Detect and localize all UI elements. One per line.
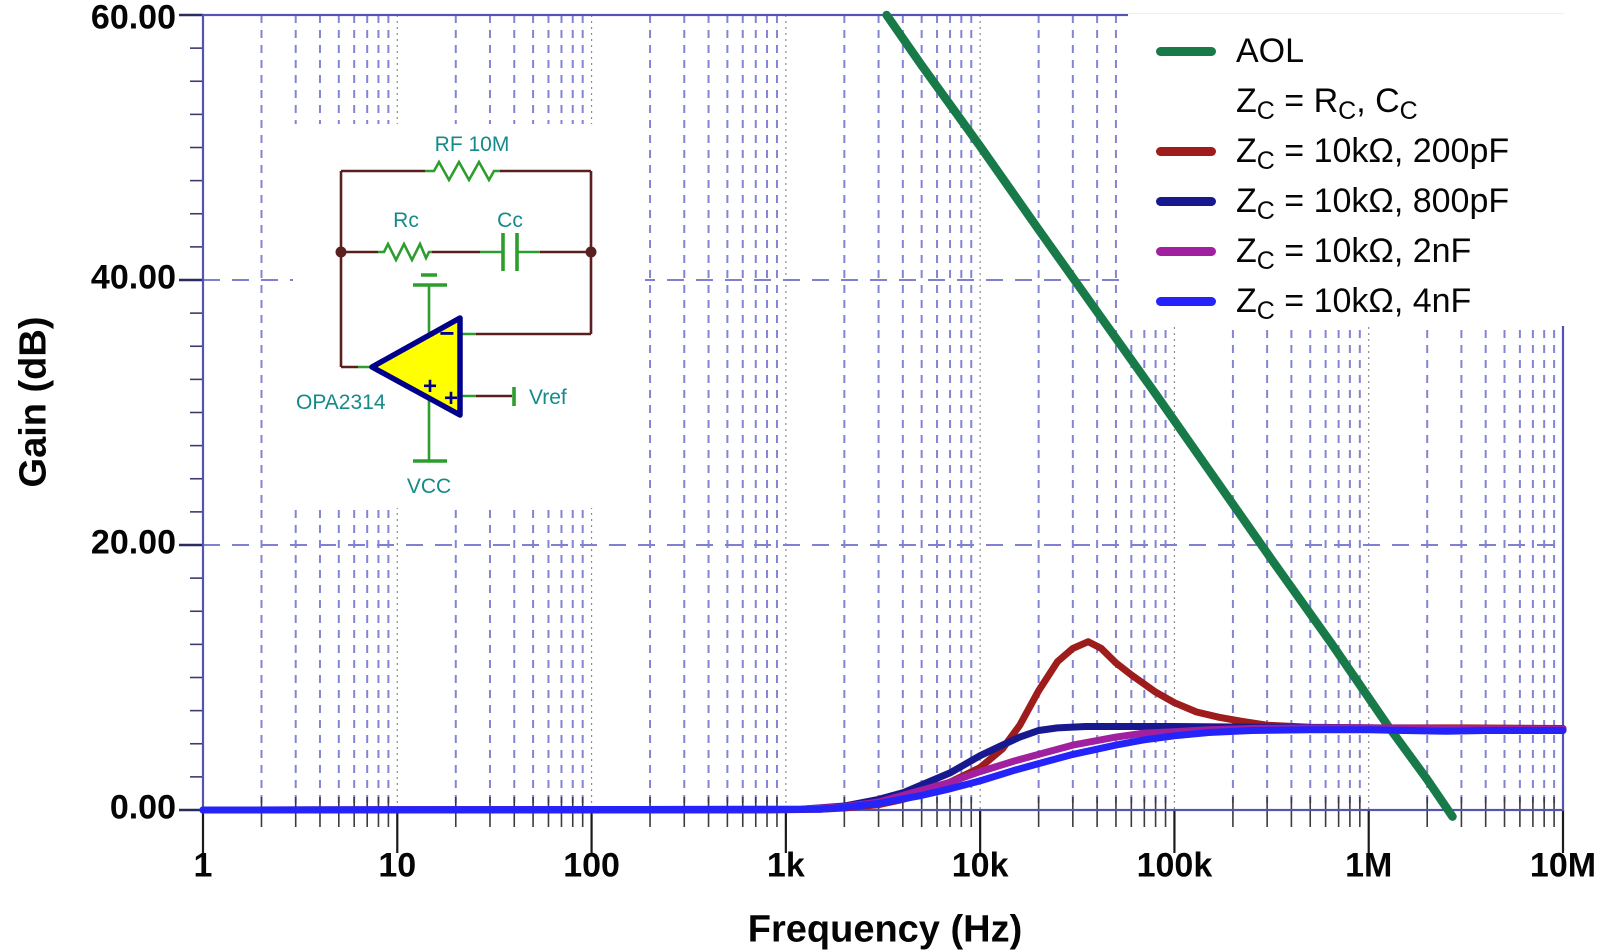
legend-label: ZC = 10kΩ, 200pF xyxy=(1236,131,1510,175)
legend-swatch xyxy=(1156,46,1216,56)
legend-item: ZC = 10kΩ, 200pF xyxy=(1128,126,1600,176)
resistor-rc xyxy=(378,240,432,263)
label-opamp: OPA2314 xyxy=(296,391,386,414)
opamp-noninverting-mark: + xyxy=(423,373,437,400)
legend-label: ZC = RC, CC xyxy=(1236,81,1418,125)
node-dot-right xyxy=(585,246,597,258)
legend-swatch xyxy=(1156,296,1216,306)
legend-swatch xyxy=(1156,146,1216,156)
legend-item: AOL xyxy=(1128,26,1600,76)
supply-symbol xyxy=(413,273,447,287)
legend: AOL ZC = RC, CC ZC = 10kΩ, 200pF ZC = 10kΩ,… xyxy=(1128,14,1600,326)
legend-item: ZC = 10kΩ, 800pF xyxy=(1128,176,1600,226)
opamp-output-plus-mark: + xyxy=(444,385,458,412)
y-tick-label: 20.00 xyxy=(90,523,176,562)
x-axis-title: Frequency (Hz) xyxy=(747,908,1023,951)
legend-item: ZC = RC, CC xyxy=(1128,76,1600,126)
x-tick-label: 1M xyxy=(1345,846,1393,885)
label-rf: RF 10M xyxy=(435,133,510,156)
legend-swatch xyxy=(1156,196,1216,206)
legend-item: ZC = 10kΩ, 4nF xyxy=(1128,276,1600,326)
legend-label: ZC = 10kΩ, 2nF xyxy=(1236,231,1472,275)
x-tick-label: 10 xyxy=(378,846,417,885)
x-tick-label: 10M xyxy=(1529,846,1597,885)
curve-aol xyxy=(882,10,1457,821)
y-tick-label: 40.00 xyxy=(90,258,176,297)
y-axis-title: Gain (dB) xyxy=(12,316,55,488)
opamp-triangle xyxy=(369,315,463,418)
x-tick-label: 1 xyxy=(193,846,213,885)
label-vcc: VCC xyxy=(407,475,451,498)
x-tick-label: 100 xyxy=(563,846,620,885)
legend-label: AOL xyxy=(1236,31,1305,70)
label-rc: Rc xyxy=(393,209,419,232)
circuit-inset: − + + RF 10M Rc Cc OPA2314 Vref VCC xyxy=(293,124,645,508)
capacitor-cc xyxy=(501,233,519,271)
legend-label: ZC = 10kΩ, 800pF xyxy=(1236,181,1510,225)
legend-label: ZC = 10kΩ, 4nF xyxy=(1236,281,1472,325)
label-cc: Cc xyxy=(497,209,523,232)
legend-item: ZC = 10kΩ, 2nF xyxy=(1128,226,1600,276)
resistor-rf xyxy=(425,159,500,183)
y-tick-label: 0.00 xyxy=(109,788,176,827)
legend-swatch xyxy=(1156,246,1216,256)
x-tick-label: 10k xyxy=(951,846,1009,885)
curve-zc-4nF xyxy=(199,726,1567,814)
node-dot-left xyxy=(335,246,347,258)
y-tick-label: 60.00 xyxy=(90,0,176,37)
opamp-inverting-mark: − xyxy=(439,318,454,348)
x-tick-label: 100k xyxy=(1136,846,1213,885)
x-tick-label: 1k xyxy=(766,846,805,885)
label-vref: Vref xyxy=(529,386,567,409)
